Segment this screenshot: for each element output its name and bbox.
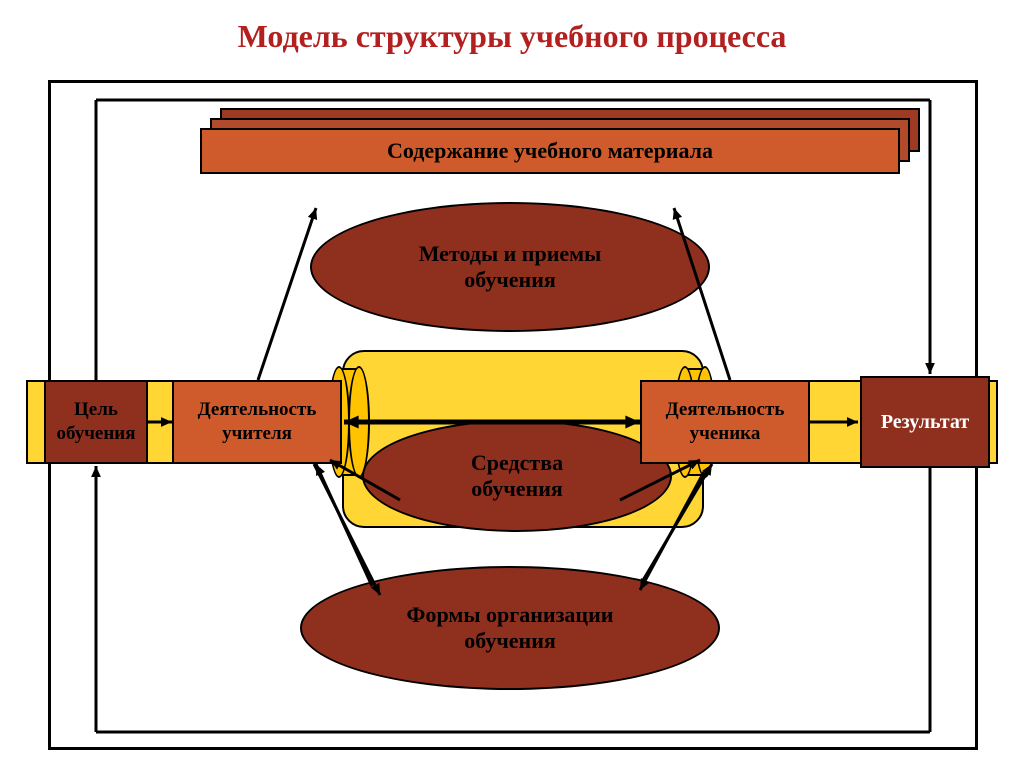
box-student-label: Деятельностьученика bbox=[666, 398, 785, 446]
box-goal-label: Цельобучения bbox=[56, 398, 135, 446]
box-student: Деятельностьученика bbox=[640, 380, 810, 464]
box-teacher: Деятельностьучителя bbox=[172, 380, 342, 464]
ellipse-methods-label: Методы и приемыобучения bbox=[419, 241, 602, 294]
ellipse-methods: Методы и приемыобучения bbox=[310, 202, 710, 332]
ellipse-means: Средстваобучения bbox=[362, 420, 672, 532]
ellipse-means-label: Средстваобучения bbox=[471, 450, 563, 503]
banner-content: Содержание учебного материала bbox=[200, 128, 900, 174]
ellipse-forms: Формы организацииобучения bbox=[300, 566, 720, 690]
ellipse-forms-label: Формы организацииобучения bbox=[407, 602, 614, 655]
box-result-label: Результат bbox=[881, 410, 969, 435]
diagram-canvas: Модель структуры учебного процесса Содер… bbox=[0, 0, 1024, 768]
page-title: Модель структуры учебного процесса bbox=[0, 0, 1024, 55]
box-result: Результат bbox=[860, 376, 990, 468]
box-teacher-label: Деятельностьучителя bbox=[198, 398, 317, 446]
box-goal: Цельобучения bbox=[44, 380, 148, 464]
banner-label: Содержание учебного материала bbox=[387, 137, 713, 165]
